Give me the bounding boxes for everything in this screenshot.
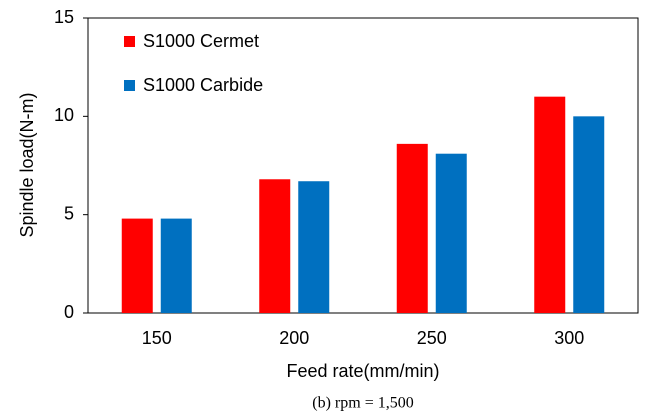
legend-swatch (124, 80, 135, 91)
bar (121, 218, 153, 313)
bar (396, 143, 428, 313)
plot-frame (87, 17, 639, 314)
bar (259, 179, 291, 313)
y-tick-label: 15 (54, 7, 74, 27)
bar (534, 96, 566, 314)
y-tick-label: 10 (54, 105, 74, 125)
bar (435, 153, 467, 313)
legend-swatch (124, 36, 135, 47)
legend-label: S1000 Carbide (143, 75, 263, 95)
x-tick-label: 250 (417, 328, 447, 348)
y-tick-label: 5 (64, 203, 74, 223)
bar (160, 218, 192, 313)
bar (298, 181, 330, 313)
y-tick-label: 0 (64, 302, 74, 322)
x-axis-label: Feed rate(mm/min) (286, 361, 439, 381)
x-tick-label: 300 (554, 328, 584, 348)
x-tick-label: 150 (142, 328, 172, 348)
legend-label: S1000 Cermet (143, 31, 259, 51)
y-axis-label: Spindle load(N-m) (17, 92, 37, 237)
x-tick-label: 200 (279, 328, 309, 348)
bar (573, 116, 605, 313)
caption: (b) rpm = 1,500 (312, 395, 413, 412)
